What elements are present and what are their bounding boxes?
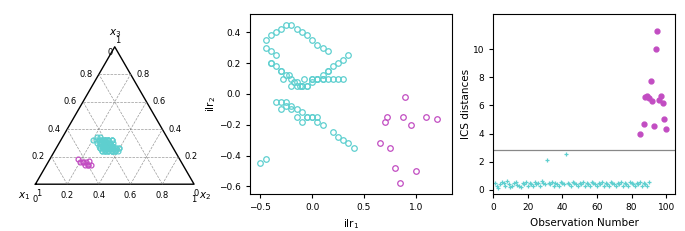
Text: 1: 1: [191, 195, 197, 204]
Text: 0.2: 0.2: [184, 152, 198, 161]
X-axis label: Observation Number: Observation Number: [530, 218, 638, 228]
X-axis label: ilr$_1$: ilr$_1$: [343, 218, 359, 231]
Text: 1: 1: [36, 189, 41, 198]
Y-axis label: ilr$_2$: ilr$_2$: [204, 96, 218, 112]
Text: $x_3$: $x_3$: [108, 27, 121, 39]
Text: 0.4: 0.4: [48, 125, 61, 134]
Text: 0.2: 0.2: [32, 152, 45, 161]
Text: $x_1$: $x_1$: [18, 191, 31, 202]
Text: 0.8: 0.8: [79, 70, 92, 79]
Text: 0: 0: [108, 48, 113, 57]
Text: $x_2$: $x_2$: [199, 191, 211, 202]
Text: 0.2: 0.2: [60, 191, 74, 200]
Text: 0.6: 0.6: [153, 97, 166, 106]
Text: 0.4: 0.4: [169, 125, 182, 134]
Y-axis label: ICS distances: ICS distances: [461, 69, 471, 139]
Text: 0.6: 0.6: [64, 97, 77, 106]
Text: 0.8: 0.8: [155, 191, 169, 200]
Text: 0.6: 0.6: [124, 191, 137, 200]
Text: 0.4: 0.4: [92, 191, 105, 200]
Text: 0.8: 0.8: [137, 70, 150, 79]
Text: 0: 0: [193, 189, 198, 198]
Text: 0: 0: [33, 195, 38, 204]
Text: 1: 1: [115, 36, 120, 45]
